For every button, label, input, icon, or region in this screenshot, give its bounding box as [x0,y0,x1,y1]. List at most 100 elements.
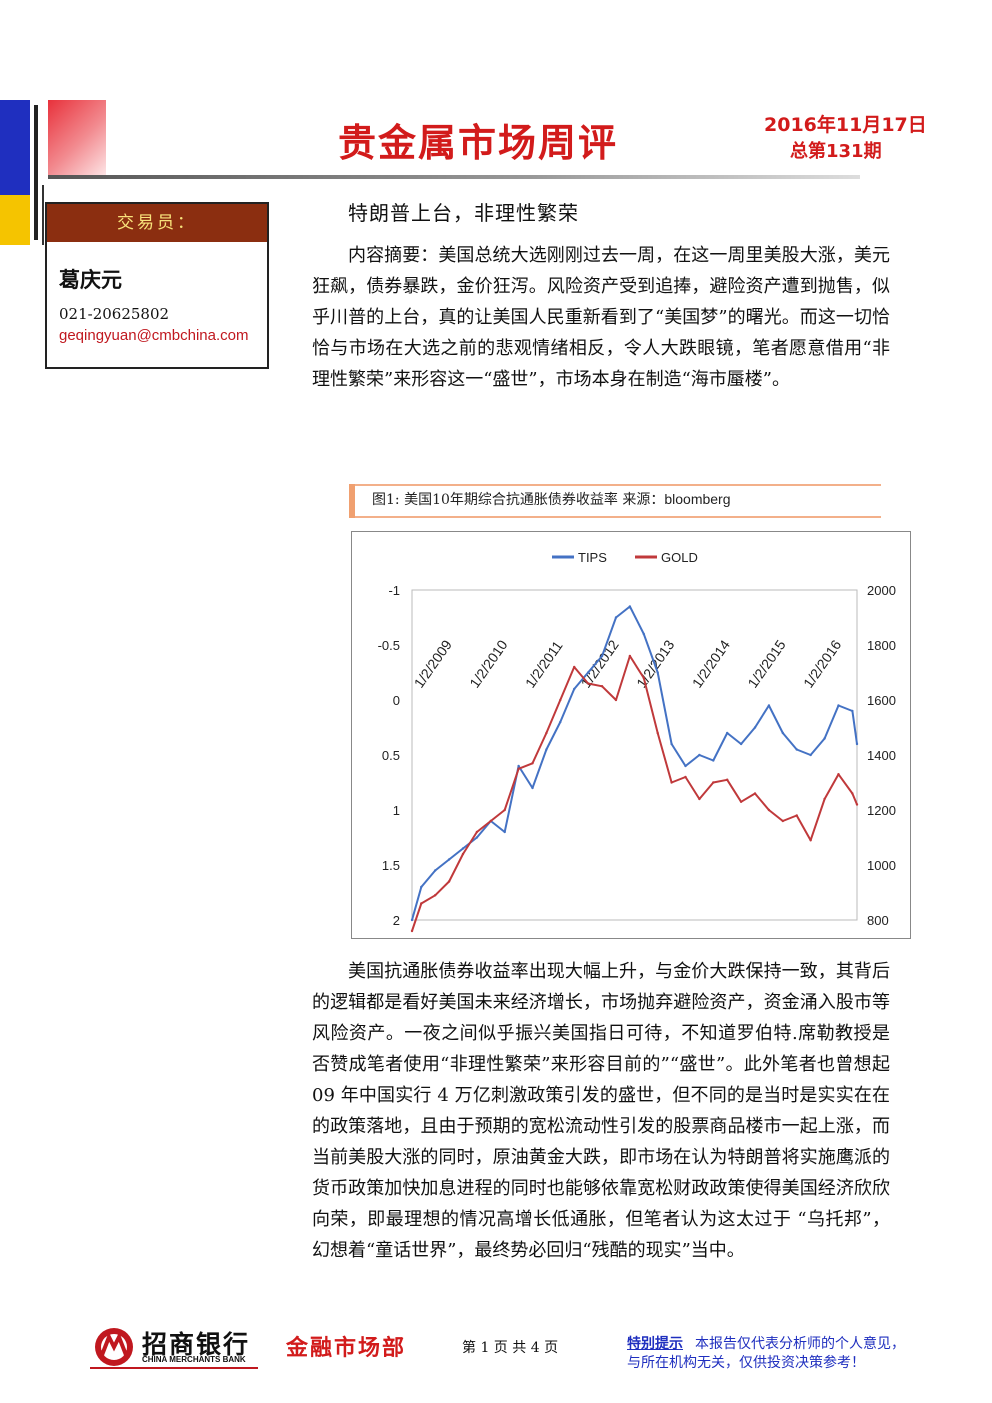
series-point-gold [461,852,465,856]
figure-caption-text: 图1: 美国10年期综合抗通胀债券收益率 来源： [372,492,665,508]
series-point-tips [545,748,548,751]
series-point-tips [837,704,840,707]
series-point-gold [628,654,632,658]
series-line-gold [411,655,858,932]
series-point-tips [823,737,826,740]
y-right-tick-label: 800 [867,913,889,928]
series-point-tips [739,742,743,746]
series-point-gold [600,685,604,688]
series-point-tips [809,753,812,757]
notice-line-2: 与所在机构无关，仅供投资决策参考！ [627,1355,865,1371]
series-point-gold [823,797,826,801]
series-point-gold [656,731,659,735]
series-point-gold [739,800,743,803]
series-point-gold [573,665,576,669]
y-left-tick-label: 1 [393,803,400,818]
series-point-tips [628,605,632,608]
series-point-tips [656,671,659,674]
series-point-gold [837,773,840,776]
x-tick-label: 1/2/2011 [522,638,566,691]
series-point-gold [855,803,859,806]
series-point-gold [795,814,798,817]
y-right-tick-label: 1200 [867,803,896,818]
figure-caption-bar [349,484,881,518]
header-deco-blue [0,100,30,195]
series-point-gold [614,698,618,702]
series-point-gold [410,929,414,933]
series-point-gold [698,797,701,801]
x-tick-label: 1/2/2010 [466,637,510,691]
series-point-gold [559,698,562,702]
series-point-gold [767,808,771,812]
chart-svg: -1 -0.5 0 0.5 1 1.5 2 2000 1800 1600 1400 1200 1000 8… [378,550,896,933]
series-point-gold [809,839,812,842]
series-point-tips [433,869,437,872]
series-point-gold [489,819,493,823]
trader-email-link[interactable]: geqingyuan@cmbchina.com [59,327,249,344]
series-point-tips [614,616,618,619]
series-point-tips [642,632,645,636]
y-left-tick-label: 0.5 [382,748,400,763]
series-point-gold [726,778,729,781]
figure-caption: 图1: 美国10年期综合抗通胀债券收益率 来源：bloomberg [372,489,731,509]
header-deco-yellow [0,195,30,245]
legend-label-gold: GOLD [661,550,698,565]
series-point-tips [573,687,576,691]
series-point-gold [712,781,715,784]
series-point-tips [684,764,687,768]
series-point-tips [726,731,729,735]
bank-name-cn: 招商银行 [142,1330,251,1359]
cmb-logo-icon [95,1328,133,1366]
series-point-tips [461,847,465,850]
series-point-tips [410,918,414,922]
trader-phone: 021-20625802 [59,305,170,323]
series-point-gold [503,808,506,812]
header-rule [48,175,860,179]
series-point-tips [698,753,701,757]
page-number: 第 1 页 共 4 页 [462,1340,559,1356]
series-point-tips [795,748,798,751]
series-point-gold [642,676,645,680]
series-point-tips [475,836,479,839]
series-point-tips [600,654,604,658]
notice-line-1: 本报告仅代表分析师的个人意见， [695,1336,905,1352]
trader-heading: 交易员： [47,204,267,242]
series-point-gold [684,775,687,779]
department-name: 金融市场部 [286,1335,407,1361]
header-deco-bar [34,105,38,240]
series-point-gold [586,682,590,685]
series-point-tips [855,742,859,746]
series-point-gold [781,819,785,823]
trader-name: 葛庆元 [59,267,122,292]
header-deco-red [48,100,106,175]
bank-name-en: CHINA MERCHANTS BANK [142,1355,246,1364]
series-point-gold [531,762,534,765]
y-right-tick-label: 1000 [867,858,896,873]
x-tick-label: 1/2/2015 [744,637,788,691]
series-point-tips [851,709,854,713]
series-point-gold [545,731,548,735]
series-point-tips [503,830,506,834]
figure-caption-accent [349,484,355,518]
figure-source: bloomberg [664,491,731,507]
series-point-tips [586,671,590,674]
series-point-gold [670,781,673,784]
report-date: 2016年11月17日 [764,114,927,136]
series-point-tips [670,742,673,746]
plot-frame [411,589,858,921]
y-left-tick-label: -1 [388,583,400,598]
notice-label: 特别提示 [627,1336,683,1352]
x-tick-label: 1/2/2009 [411,637,455,691]
y-left-tick-label: 2 [393,913,400,928]
series-point-gold [420,902,423,905]
series-point-tips [447,858,451,861]
series-point-gold [851,792,854,795]
series-point-tips [559,720,562,724]
series-point-tips [712,759,715,762]
header-deco-vline [42,185,44,245]
series-point-gold [433,894,437,897]
tips-gold-chart: -1 -0.5 0 0.5 1 1.5 2 2000 1800 1600 1400 1200 1000 8… [351,531,911,939]
y-right-tick-label: 1600 [867,693,896,708]
series-point-tips [420,885,423,889]
y-right-tick-label: 2000 [867,583,896,598]
